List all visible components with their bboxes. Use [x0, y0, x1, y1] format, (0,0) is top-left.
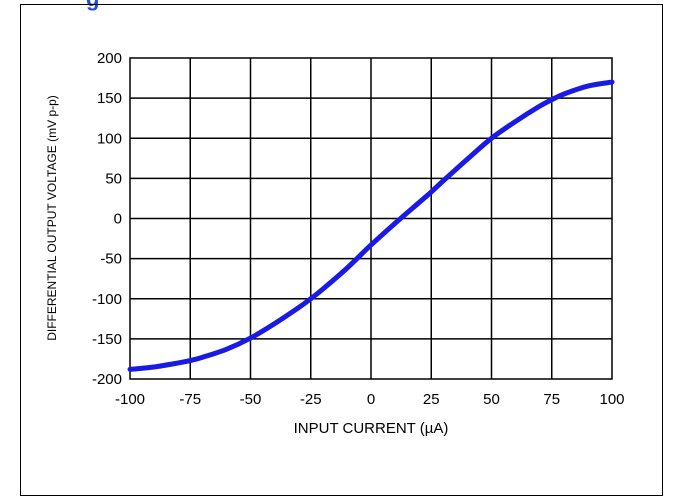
grid-lines — [130, 58, 612, 379]
y-tick-label: 0 — [114, 211, 122, 228]
x-tick-label: -50 — [240, 391, 262, 408]
x-tick-label: -75 — [179, 391, 201, 408]
x-tick-label: 50 — [483, 391, 500, 408]
x-tick-label: 25 — [423, 391, 440, 408]
y-tick-label: 50 — [105, 170, 122, 187]
x-tick-label: 75 — [543, 391, 560, 408]
y-tick-label: -100 — [92, 291, 122, 308]
series-group — [127, 79, 615, 372]
y-tick-label: -50 — [100, 251, 122, 268]
x-tick-label: 0 — [367, 391, 375, 408]
y-axis-label: DIFFERENTIAL OUTPUT VOLTAGE (mV p-p) — [45, 95, 59, 341]
y-tick-label: -150 — [92, 331, 122, 348]
y-tick-labels: 200 150 100 50 0 -50 -100 -150 -200 — [92, 50, 122, 388]
title-fragment: g — [86, 0, 99, 12]
y-tick-label: -200 — [92, 371, 122, 388]
y-tick-label: 150 — [97, 90, 122, 107]
y-tick-label: 100 — [97, 130, 122, 147]
figure-border — [20, 4, 663, 496]
x-tick-label: -25 — [300, 391, 322, 408]
series-line — [127, 79, 615, 372]
x-tick-label: 100 — [599, 391, 624, 408]
x-axis-label: INPUT CURRENT (µA) — [294, 420, 449, 437]
y-tick-label: 200 — [97, 50, 122, 67]
x-tick-labels: -100 -75 -50 -25 0 25 50 75 100 — [115, 391, 625, 408]
x-tick-label: -100 — [115, 391, 145, 408]
